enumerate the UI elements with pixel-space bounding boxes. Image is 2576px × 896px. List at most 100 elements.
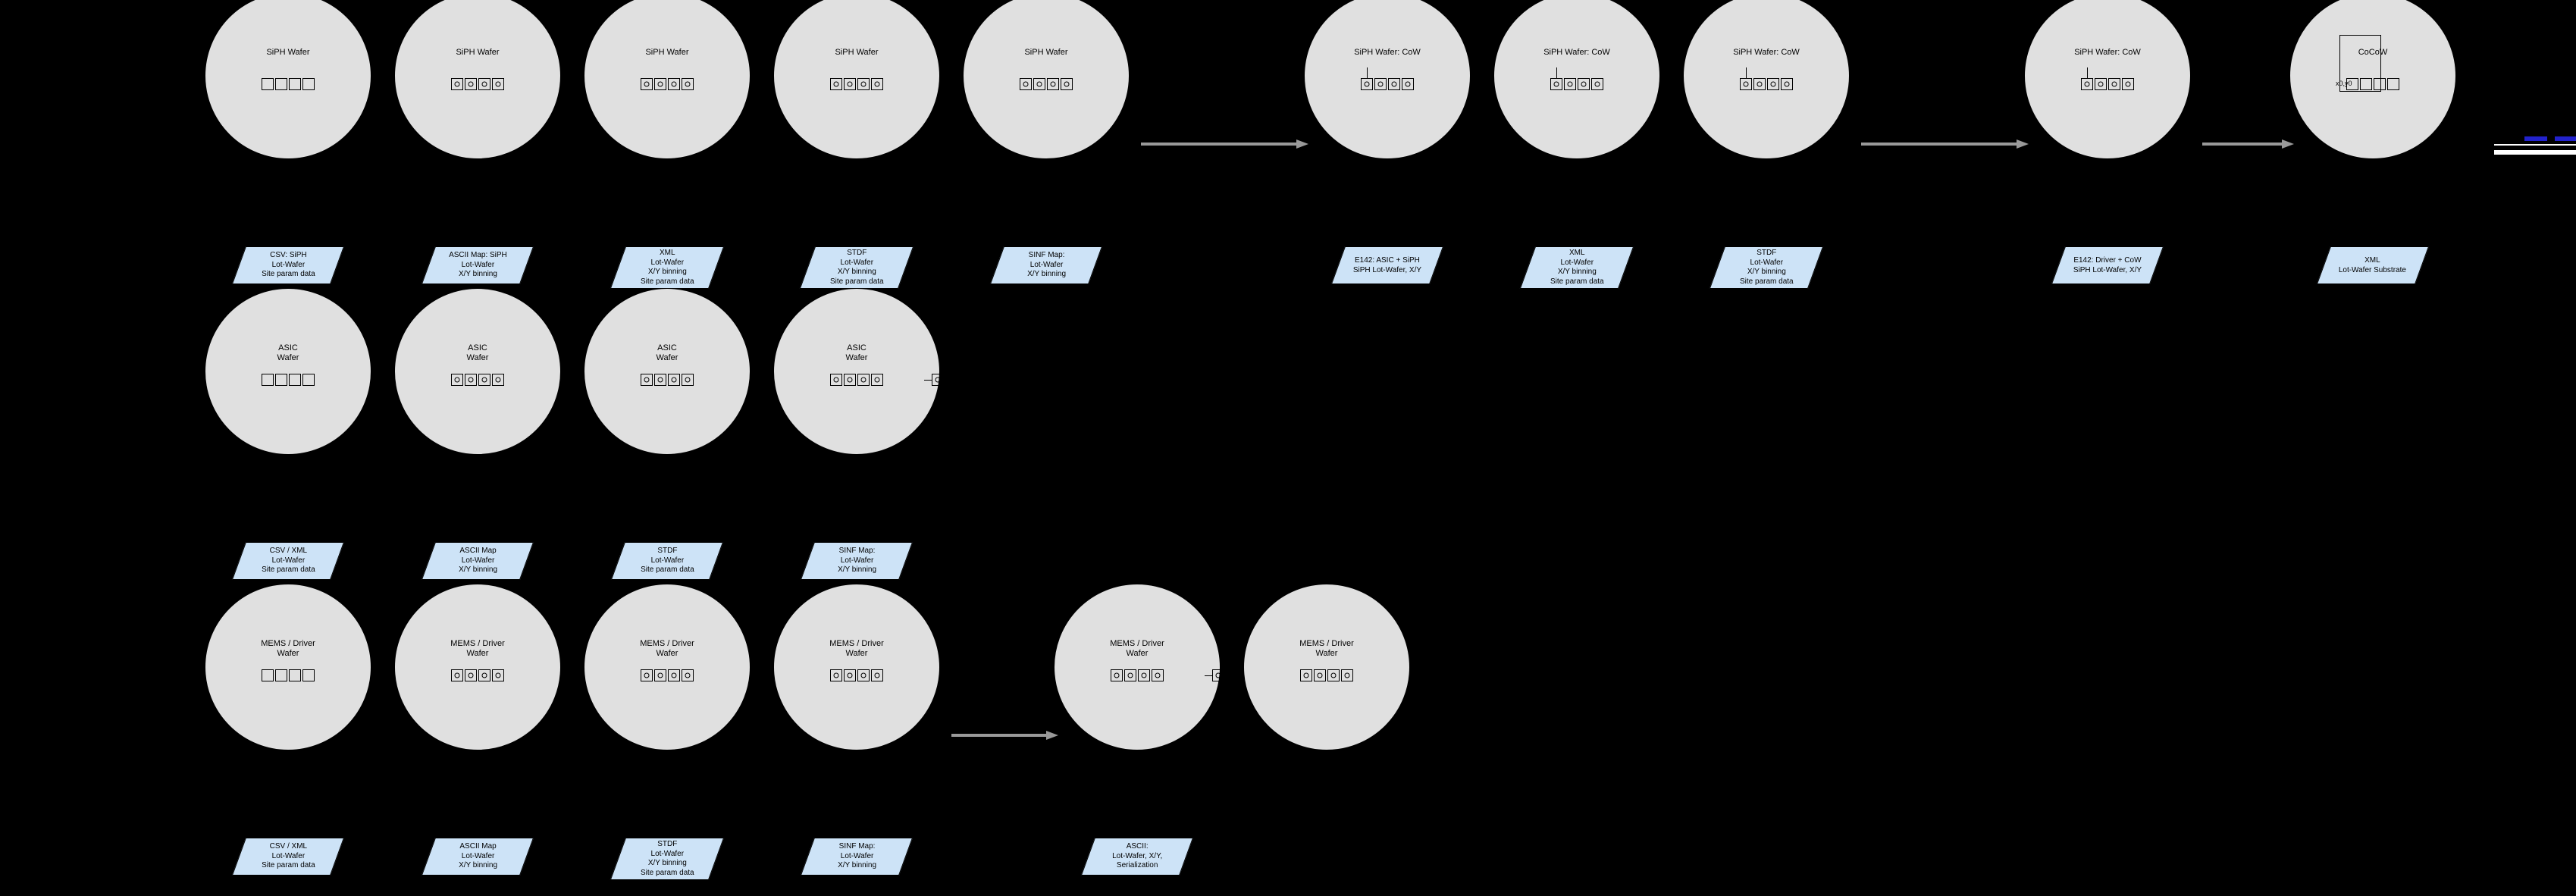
die [1341,669,1353,681]
die [465,78,477,90]
siph-note: XML Lot-Wafer X/Y binning Site param dat… [1520,246,1634,289]
wafer-label: SiPH Wafer: CoW [1494,48,1659,58]
die-row [205,669,371,681]
note-text: STDF Lot-Wafer X/Y binning Site param da… [641,840,694,878]
die [1564,78,1576,90]
asic-wafer: ASIC Wafer [394,288,561,455]
die [302,669,315,681]
wafer-label: SiPH Wafer [205,48,371,58]
wafer-label: ASIC Wafer [584,343,750,363]
die [830,669,842,681]
die [1020,78,1032,90]
note-text: CSV / XML Lot-Wafer Site param data [262,547,315,575]
stack-tick [2087,67,2088,78]
asic-note: ASCII Map Lot-Wafer X/Y binning [421,542,534,580]
die-row [205,78,371,90]
die [492,669,504,681]
die [1402,78,1414,90]
siph-note: STDF Lot-Wafer X/Y binning Site param da… [1709,246,1823,289]
die-out-connector [1205,675,1212,676]
wafer-label: MEMS / Driver Wafer [395,639,560,659]
wafer-label: SiPH Wafer [584,48,750,58]
mems-wafer: MEMS / Driver Wafer [584,584,751,750]
note-text: SINF Map: Lot-Wafer X/Y binning [1027,251,1066,280]
mems-note: CSV / XML Lot-Wafer Site param data [232,838,344,876]
siph-note: XML Lot-Wafer Substrate [2317,246,2429,284]
die [1111,669,1123,681]
die [478,374,490,386]
flow-arrow [1141,136,1312,152]
note-text: E142: ASIC + SiPH SiPH Lot-Wafer, X/Y [1353,256,1421,275]
die [262,78,274,90]
wafer-label: MEMS / Driver Wafer [584,639,750,659]
die [262,374,274,386]
wafer-label: ASIC Wafer [774,343,939,363]
die [302,78,315,90]
note-text: SINF Map: Lot-Wafer X/Y binning [838,547,876,575]
die [1767,78,1779,90]
die [654,669,666,681]
die [682,669,694,681]
note-text: ASCII Map Lot-Wafer X/Y binning [459,547,497,575]
die [451,374,463,386]
mems-wafer: MEMS / Driver Wafer [205,584,371,750]
die [844,374,856,386]
die [1591,78,1603,90]
die [654,78,666,90]
wafer-label: SiPH Wafer [395,48,560,58]
wafer-label: ASIC Wafer [395,343,560,363]
die [478,669,490,681]
asic-wafer: ASIC Wafer [584,288,751,455]
stack-tick [1746,67,1747,78]
die-row [774,669,939,681]
note-text: STDF Lot-Wafer X/Y binning Site param da… [830,249,884,287]
die [1138,669,1150,681]
siph-wafer: SiPH Wafer: CoW [1493,0,1660,159]
die [451,78,463,90]
die [871,669,883,681]
die [289,78,301,90]
wafer-label: MEMS / Driver Wafer [1055,639,1220,659]
die [289,374,301,386]
die [668,669,680,681]
wafer-label: MEMS / Driver Wafer [205,639,371,659]
die [871,374,883,386]
wafer-label: MEMS / Driver Wafer [774,639,939,659]
die [857,374,870,386]
die-row [584,669,750,681]
asic-note: SINF Map: Lot-Wafer X/Y binning [801,542,913,580]
note-text: E142: Driver + CoW SiPH Lot-Wafer, X/Y [2073,256,2142,275]
die [641,78,653,90]
die [478,78,490,90]
die [871,78,883,90]
die [262,669,274,681]
asic-note: STDF Lot-Wafer Site param data [611,542,723,580]
die [2095,78,2107,90]
die-row [774,374,939,386]
die-row [205,374,371,386]
die [641,669,653,681]
note-text: XML Lot-Wafer X/Y binning Site param dat… [1550,249,1604,287]
asic-wafer: ASIC Wafer [773,288,940,455]
die [275,669,287,681]
flow-arrow [951,728,1061,743]
singulated-die [932,374,944,386]
flow-arrow [1861,136,2032,152]
wafer-label: SiPH Wafer: CoW [1684,48,1849,58]
die [844,669,856,681]
siph-wafer: SiPH Wafer: CoW [2024,0,2191,159]
package-substrate [2494,150,2576,155]
die [641,374,653,386]
package-interposer [2494,144,2576,146]
die-row [1494,78,1659,90]
die [857,78,870,90]
die [1314,669,1326,681]
mems-wafer: MEMS / Driver Wafer [773,584,940,750]
package-chip [2555,136,2576,141]
die-row [2025,78,2190,90]
die-row [395,374,560,386]
die-row [584,374,750,386]
siph-wafer: SiPH Wafer [963,0,1130,159]
singulated-die [1212,669,1224,681]
die [682,374,694,386]
